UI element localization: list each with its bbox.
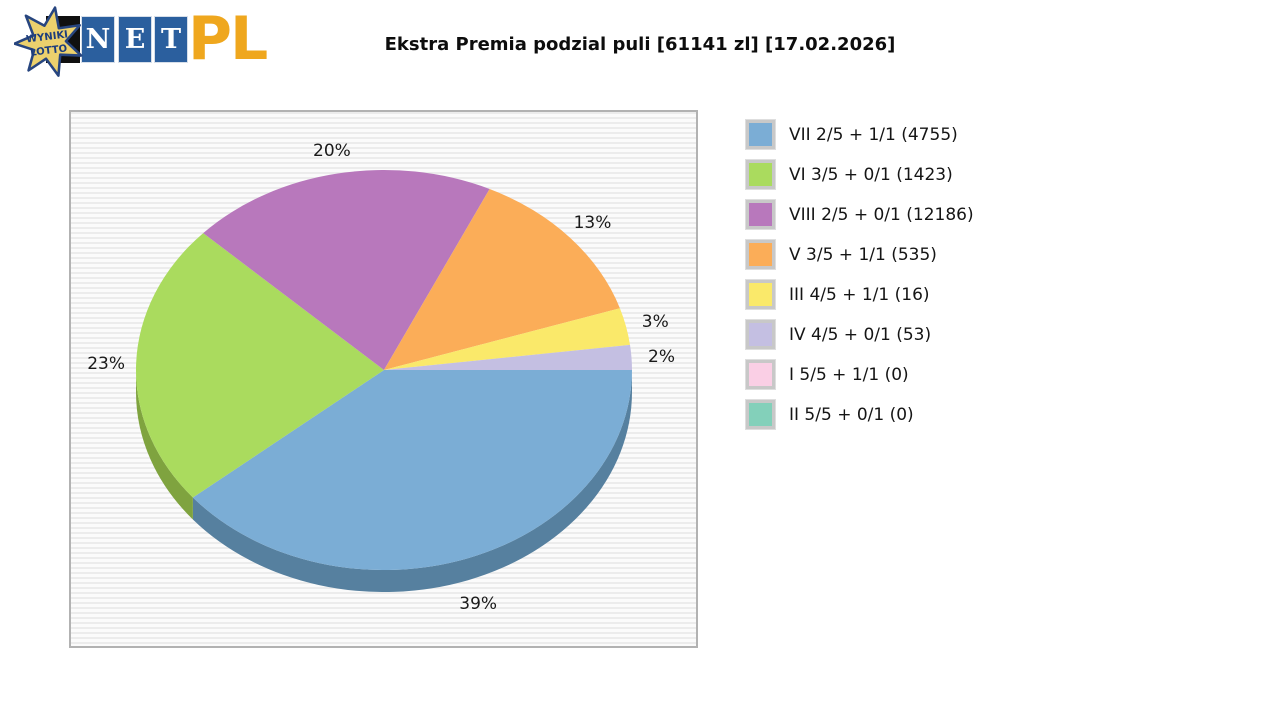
legend-label: IV 4/5 + 0/1 (53)	[789, 324, 932, 345]
legend-row: II 5/5 + 0/1 (0)	[746, 400, 974, 429]
pie-percent-label: 23%	[87, 354, 125, 374]
logo-letter: N	[85, 24, 111, 55]
site-logo[interactable]: N E T PL WYNIKI LOTTO	[0, 0, 290, 95]
legend-row: VI 3/5 + 0/1 (1423)	[746, 160, 974, 189]
pie-slice	[192, 370, 632, 571]
pie-percent-label: 2%	[648, 347, 675, 367]
legend-swatch	[746, 240, 775, 269]
legend-swatch	[746, 320, 775, 349]
logo-tile-t: T	[154, 16, 188, 63]
legend-label: I 5/5 + 1/1 (0)	[789, 364, 909, 385]
legend-row: VIII 2/5 + 0/1 (12186)	[746, 200, 974, 229]
pie-percent-label: 3%	[642, 312, 669, 332]
legend-label: III 4/5 + 1/1 (16)	[789, 284, 930, 305]
logo-letter: T	[160, 24, 182, 55]
legend-label: VII 2/5 + 1/1 (4755)	[789, 124, 958, 145]
legend-row: III 4/5 + 1/1 (16)	[746, 280, 974, 309]
pie-slice	[384, 308, 630, 370]
logo-letter: E	[124, 24, 146, 55]
legend-swatch	[746, 160, 775, 189]
lotto-star-icon: WYNIKI LOTTO	[14, 6, 83, 77]
pie-slice	[384, 344, 632, 370]
legend-swatch	[746, 120, 775, 149]
legend-row: I 5/5 + 1/1 (0)	[746, 360, 974, 389]
pie-slice	[384, 189, 620, 370]
legend-row: IV 4/5 + 0/1 (53)	[746, 320, 974, 349]
legend-swatch	[746, 280, 775, 309]
pie-percent-label: 39%	[459, 594, 497, 614]
logo-tile-e: E	[118, 16, 152, 63]
legend-label: VIII 2/5 + 0/1 (12186)	[789, 204, 974, 225]
legend-swatch	[746, 200, 775, 229]
pie-slice	[203, 169, 490, 370]
legend-row: VII 2/5 + 1/1 (4755)	[746, 120, 974, 149]
legend: VII 2/5 + 1/1 (4755) VI 3/5 + 0/1 (1423)…	[746, 120, 974, 440]
logo-tile-n: N	[81, 16, 115, 63]
legend-label: II 5/5 + 0/1 (0)	[789, 404, 914, 425]
star-text-line2: LOTTO	[30, 43, 69, 58]
legend-swatch	[746, 400, 775, 429]
legend-swatch	[746, 360, 775, 389]
legend-label: VI 3/5 + 0/1 (1423)	[789, 164, 953, 185]
chart-panel: 39% 23% 20% 13% 3% 2%	[69, 110, 698, 648]
pie-slice	[135, 233, 384, 498]
pie-chart-svg: 39% 23% 20% 13% 3% 2%	[87, 141, 675, 614]
legend-row: V 3/5 + 1/1 (535)	[746, 240, 974, 269]
pie-percent-label: 13%	[574, 213, 612, 233]
pie-percent-label: 20%	[313, 141, 351, 161]
pie-slice-side	[136, 370, 193, 520]
pie-slice-side	[192, 370, 632, 593]
legend-label: V 3/5 + 1/1 (535)	[789, 244, 937, 265]
page-title: Ekstra Premia podzial puli [61141 zl] [1…	[384, 34, 896, 55]
logo-suffix-pl: PL	[188, 4, 268, 74]
star-text-line1: WYNIKI	[26, 29, 69, 45]
